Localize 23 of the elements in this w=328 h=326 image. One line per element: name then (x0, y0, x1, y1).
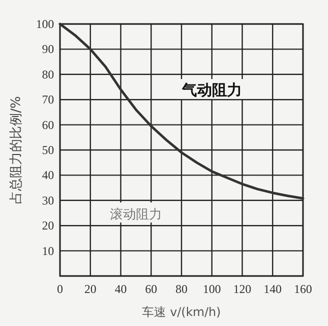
x-tick-label: 60 (145, 282, 158, 296)
x-tick-label: 40 (114, 282, 127, 296)
y-tick-label: 30 (42, 193, 54, 208)
x-tick-label: 80 (176, 282, 188, 296)
annotation: 滚动阻力 (110, 208, 162, 223)
y-tick-label: 70 (42, 92, 54, 107)
y-tick-label: 20 (42, 218, 54, 233)
x-tick-label: 140 (264, 282, 282, 296)
y-tick-label: 10 (42, 244, 54, 258)
y-tick-label: 40 (42, 168, 54, 182)
x-tick-label: 160 (294, 282, 312, 296)
y-tick-label: 50 (42, 143, 54, 157)
y-tick-label: 60 (42, 118, 54, 132)
y-tick-label: 100 (36, 17, 54, 31)
x-tick-label: 100 (202, 282, 221, 296)
x-axis-title: 车速 v/(km/h) (142, 305, 221, 319)
x-tick-label: 120 (233, 282, 252, 296)
y-axis-title: 占总阻力的比例/% (9, 96, 24, 204)
y-tick-label: 80 (42, 67, 54, 82)
x-tick-label: 20 (84, 282, 96, 296)
x-tick-label: 0 (57, 282, 63, 296)
annotation: 气动阻力 (180, 81, 242, 100)
y-tick-label: 90 (42, 42, 54, 56)
